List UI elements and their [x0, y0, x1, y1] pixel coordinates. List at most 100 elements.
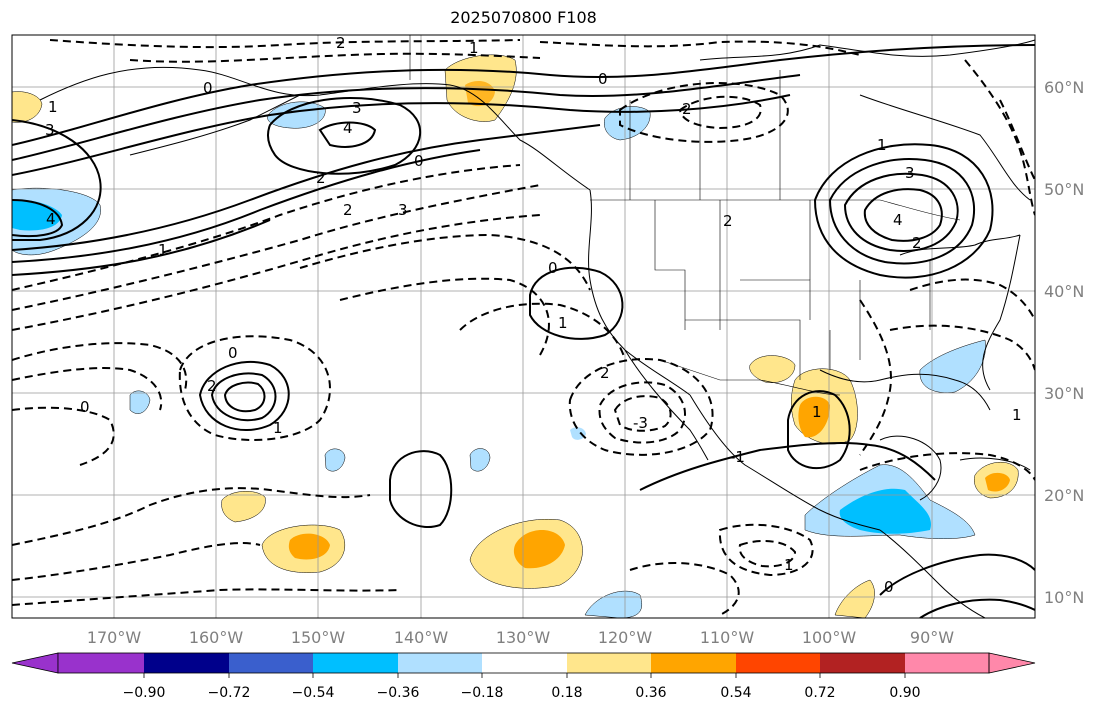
contour-label: 2	[207, 377, 217, 395]
shade-lightblue-hawaii-w	[129, 390, 151, 414]
contour-label: 0	[414, 152, 424, 170]
contour-label: 1	[158, 241, 168, 259]
dash-pac-2	[12, 367, 163, 411]
lon-label: 90°W	[910, 628, 954, 647]
colorbar-tick-label: 0.90	[889, 685, 920, 701]
dash-alaska-low	[619, 82, 789, 143]
shade-lightblue-south-4	[584, 590, 643, 618]
contour-label: 2	[912, 234, 922, 252]
contour-label: -1	[730, 448, 745, 466]
contour-label: 1	[48, 98, 58, 116]
contour-low-sw-2	[210, 372, 277, 422]
shade-orange-cuba	[985, 472, 1010, 492]
shade-yellow-far-west	[12, 91, 43, 123]
contours-dashed	[12, 39, 1035, 616]
dash-alaska-low-2	[678, 95, 762, 130]
canada-provinces	[629, 70, 781, 200]
dash-east-3	[909, 278, 1035, 321]
dash-trough-1	[299, 233, 591, 291]
colorbar-segment	[651, 653, 736, 673]
shade-orange-south-2	[288, 533, 330, 560]
dash-mex-trough	[718, 523, 814, 577]
longitude-labels: 170°W 160°W 150°W 140°W 130°W 120°W 110°…	[87, 628, 954, 647]
contour-label: 2	[682, 100, 692, 118]
dash-nw-cross-3	[12, 214, 541, 331]
contour-label: 2	[723, 212, 733, 230]
contour-se-2	[919, 598, 1035, 618]
contour-label: 0	[598, 70, 608, 88]
east-coast	[982, 234, 1021, 391]
contour-label: 1	[558, 314, 568, 332]
contour-label: 1	[784, 556, 794, 574]
map-title: 2025070800 F108	[450, 8, 597, 27]
contour-label: 3	[45, 121, 55, 139]
lon-label: 140°W	[394, 628, 449, 647]
colorbar-tick-label: −0.90	[123, 685, 166, 701]
dash-sw-pacific	[12, 406, 115, 466]
contour-label: 2	[336, 34, 346, 52]
shade-lightblue-gulf	[267, 101, 326, 129]
shade-yellow-mexico-n	[749, 355, 796, 383]
shade-blue-caribbean	[839, 488, 931, 534]
contour-1-north	[12, 74, 801, 161]
coastlines	[39, 39, 1035, 618]
dash-gulf-arc	[859, 299, 892, 456]
lon-label: 160°W	[189, 628, 244, 647]
lon-label: 170°W	[87, 628, 142, 647]
contour-label: 2	[316, 169, 326, 187]
dash-south-pac-3	[12, 588, 401, 606]
contour-label: -3	[633, 414, 648, 432]
dash-pac-1	[12, 342, 188, 391]
baja	[624, 349, 709, 461]
contour-label: 0	[884, 578, 894, 596]
shade-yellow-pacific-se	[834, 579, 875, 618]
map-frame	[11, 34, 1036, 619]
contour-low-sw	[198, 360, 290, 432]
contour-0-north	[12, 44, 1035, 146]
hudson	[859, 94, 1031, 201]
colorbar-segment	[144, 653, 229, 673]
canada-arctic	[699, 39, 1035, 61]
contour-high-east-3	[843, 172, 959, 252]
dash-caribbean	[859, 452, 1035, 481]
shade-lightblue-canada	[604, 106, 651, 141]
colorbar-segment	[229, 653, 313, 673]
aleutians	[129, 94, 301, 156]
contour-label: 4	[46, 210, 56, 228]
contour-high-east-1	[813, 143, 994, 279]
map-plot-area: 0 1 2 3 4 2 3 4 0 1 2 3 0 1 2 1 0 2 1 0 …	[12, 34, 1035, 618]
contour-2-north	[12, 94, 791, 176]
lat-label: 20°N	[1044, 486, 1084, 505]
lon-label: 130°W	[496, 628, 551, 647]
dash-north-2	[129, 52, 541, 63]
central-america	[879, 529, 986, 618]
contour-high-gulf-inner	[318, 121, 377, 148]
yucatan	[879, 435, 942, 501]
dash-south-pac-1	[12, 487, 371, 546]
colorbar-segment	[482, 653, 567, 673]
contour-label: 1	[877, 136, 887, 154]
contour-se-1	[879, 553, 1035, 596]
contour-label: 0	[228, 344, 238, 362]
dash-north-1	[49, 39, 521, 49]
colorbar-tick-label: −0.36	[377, 685, 420, 701]
colorbar-tick-label: −0.54	[292, 685, 335, 701]
colorbar-ticks	[143, 673, 906, 678]
shade-lightblue-gulfmex	[919, 339, 986, 393]
contour-ring-south	[389, 450, 453, 528]
gulf-coast	[819, 369, 991, 411]
lon-label: 110°W	[700, 628, 755, 647]
mexico-west	[689, 394, 881, 531]
lat-label: 30°N	[1044, 384, 1084, 403]
colorbar-segment	[398, 653, 482, 673]
lon-label: 120°W	[598, 628, 653, 647]
gridlines	[12, 35, 1035, 618]
contour-mexico-0	[639, 441, 936, 491]
dash-baja-low	[568, 358, 714, 456]
shade-yellow-south-1	[221, 491, 266, 523]
latitude-labels: 60°N 50°N 40°N 30°N 20°N 10°N	[1044, 78, 1084, 607]
lat-label: 10°N	[1044, 588, 1084, 607]
contour-label: 1	[273, 419, 283, 437]
dash-baja-low-3	[613, 395, 672, 432]
